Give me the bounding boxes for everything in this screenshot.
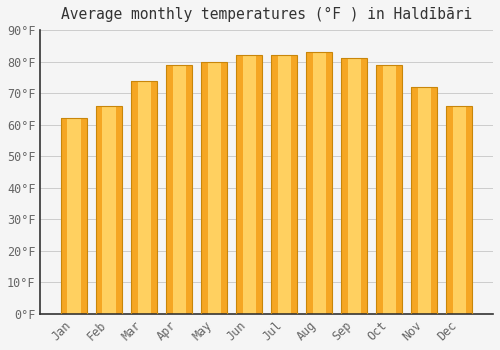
Bar — [431, 87, 438, 314]
Bar — [446, 106, 453, 314]
Bar — [208, 62, 220, 314]
Bar — [80, 118, 87, 314]
Bar — [220, 62, 228, 314]
Bar — [326, 52, 332, 314]
Bar — [271, 55, 297, 314]
Bar — [138, 80, 150, 314]
Bar — [312, 52, 326, 314]
Bar — [61, 118, 87, 314]
Bar — [376, 65, 402, 314]
Bar — [236, 55, 262, 314]
Bar — [382, 65, 396, 314]
Bar — [166, 65, 192, 314]
Bar — [453, 106, 466, 314]
Bar — [131, 80, 138, 314]
Bar — [96, 106, 122, 314]
Bar — [201, 62, 228, 314]
Bar — [256, 55, 262, 314]
Bar — [96, 106, 102, 314]
Bar — [68, 118, 80, 314]
Bar — [466, 106, 472, 314]
Bar — [396, 65, 402, 314]
Bar — [242, 55, 256, 314]
Bar — [446, 106, 472, 314]
Bar — [341, 58, 367, 314]
Bar — [361, 58, 368, 314]
Bar — [236, 55, 242, 314]
Bar — [348, 58, 361, 314]
Bar — [61, 118, 68, 314]
Bar — [116, 106, 122, 314]
Bar — [271, 55, 278, 314]
Bar — [306, 52, 312, 314]
Bar — [411, 87, 418, 314]
Bar — [166, 65, 172, 314]
Bar — [341, 58, 347, 314]
Bar — [278, 55, 291, 314]
Bar — [418, 87, 431, 314]
Bar — [291, 55, 298, 314]
Title: Average monthly temperatures (°F ) in Haldībāri: Average monthly temperatures (°F ) in Ha… — [61, 7, 472, 22]
Bar — [186, 65, 192, 314]
Bar — [201, 62, 207, 314]
Bar — [150, 80, 157, 314]
Bar — [376, 65, 382, 314]
Bar — [306, 52, 332, 314]
Bar — [411, 87, 438, 314]
Bar — [102, 106, 116, 314]
Bar — [131, 80, 157, 314]
Bar — [172, 65, 186, 314]
